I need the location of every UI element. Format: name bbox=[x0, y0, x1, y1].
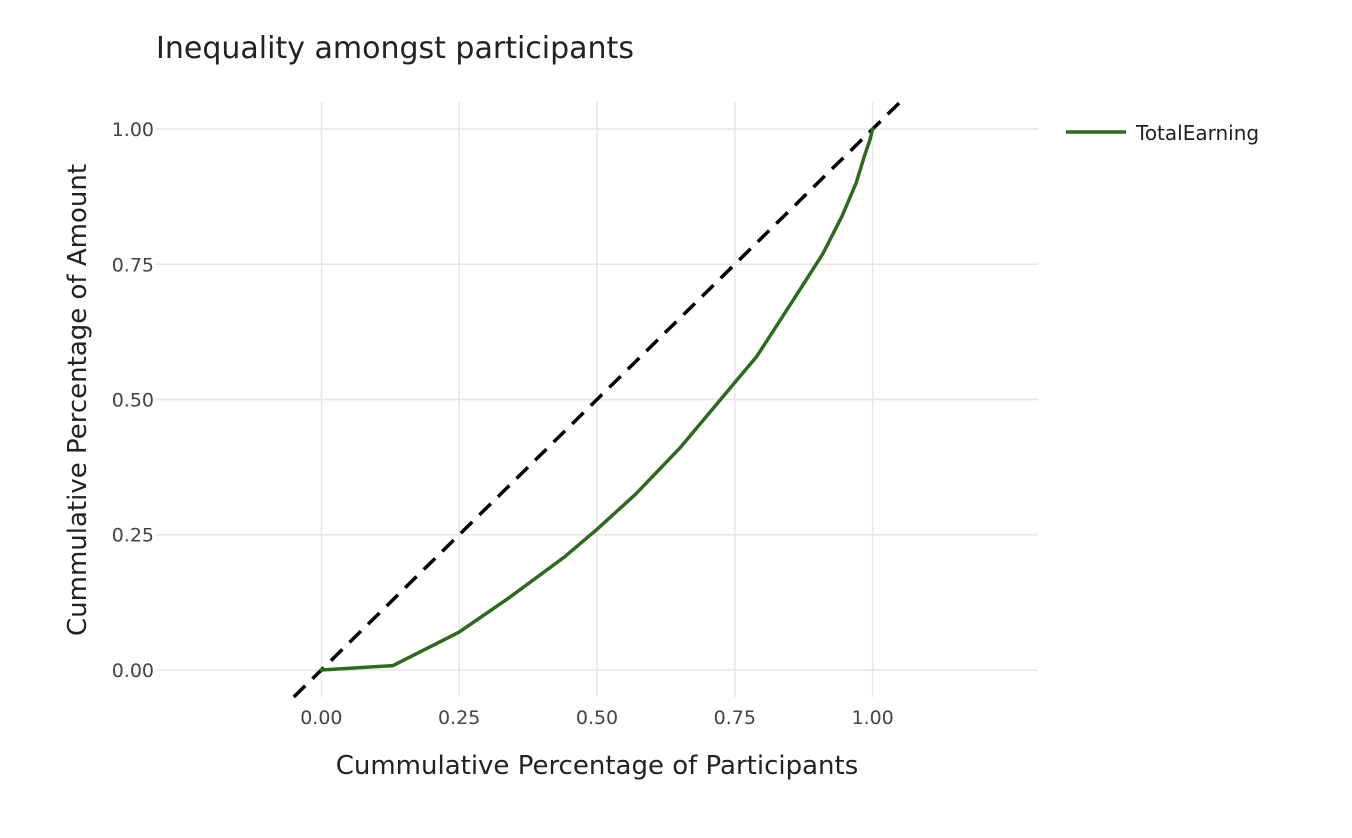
equality-reference-line bbox=[292, 100, 902, 699]
y-tick-label-2: 0.50 bbox=[112, 390, 154, 412]
x-tick-label-2: 0.50 bbox=[576, 707, 618, 729]
y-axis-title: Cummulative Percentage of Amount bbox=[63, 164, 93, 636]
legend[interactable]: TotalEarning bbox=[1066, 121, 1259, 145]
y-tick-label-0: 0.00 bbox=[112, 660, 154, 682]
x-tick-label-4: 1.00 bbox=[851, 707, 893, 729]
reference-line-layer bbox=[292, 100, 902, 699]
series-layer bbox=[319, 127, 875, 672]
x-tick-label-1: 0.25 bbox=[438, 707, 480, 729]
x-tick-label-3: 0.75 bbox=[714, 707, 756, 729]
x-tick-labels: 0.00 0.25 0.50 0.75 1.00 bbox=[300, 707, 894, 729]
y-tick-label-3: 0.75 bbox=[112, 254, 154, 276]
gridlines bbox=[156, 102, 1038, 697]
x-tick-label-0: 0.00 bbox=[300, 707, 342, 729]
legend-label-totalearning: TotalEarning bbox=[1135, 121, 1259, 145]
y-tick-label-4: 1.00 bbox=[112, 119, 154, 141]
series-line-totalearning bbox=[319, 127, 875, 672]
chart-title: Inequality amongst participants bbox=[156, 31, 634, 66]
y-tick-labels: 0.00 0.25 0.50 0.75 1.00 bbox=[112, 119, 154, 682]
y-tick-label-1: 0.25 bbox=[112, 525, 154, 547]
x-axis-title: Cummulative Percentage of Participants bbox=[336, 751, 859, 781]
